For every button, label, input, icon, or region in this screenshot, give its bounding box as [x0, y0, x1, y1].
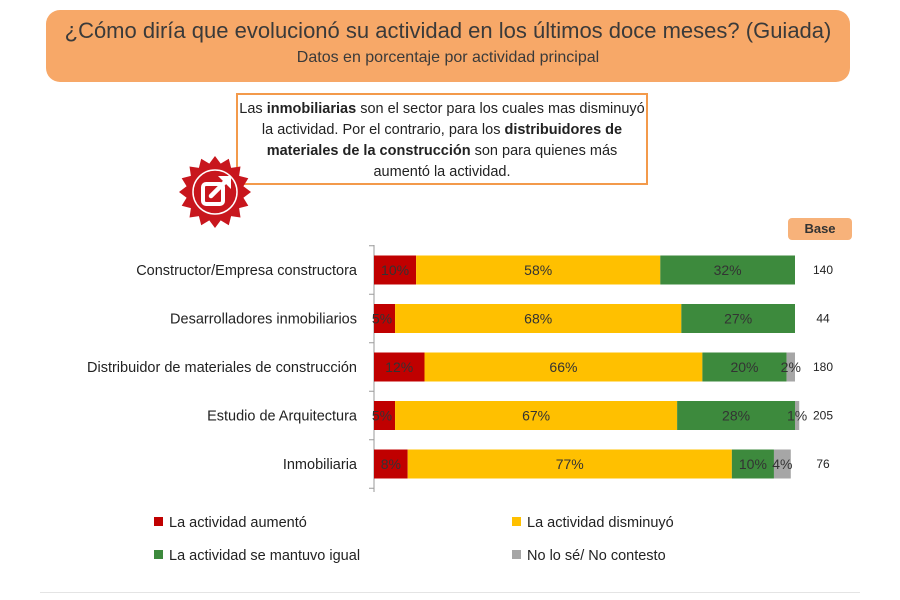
legend-swatch	[512, 550, 521, 559]
data-label: 4%	[772, 456, 792, 472]
callout-text-2: son el sector para los cuales mas dismin…	[261, 101, 645, 138]
data-label: 32%	[714, 262, 742, 278]
data-label: 10%	[739, 456, 767, 472]
bar-segment	[702, 352, 787, 382]
legend-item-igual: La actividad se mantuvo igual	[154, 548, 360, 564]
legend-label: La actividad aumentó	[169, 515, 307, 531]
insight-callout: Las inmobiliarias son el sector para los…	[236, 93, 648, 185]
bar-segment	[795, 401, 800, 430]
bar-segment	[407, 449, 732, 479]
legend-label: No lo sé/ No contesto	[527, 548, 666, 564]
legend-swatch	[154, 550, 163, 559]
title-banner: ¿Cómo diría que evolucionó su actividad …	[46, 10, 850, 82]
stacked-bar-chart: Constructor/Empresa constructora 10% 58% 32…	[87, 245, 833, 492]
chart-title: ¿Cómo diría que evolucionó su actividad …	[64, 18, 832, 43]
data-label: 12%	[385, 359, 413, 375]
bar-segment	[395, 401, 678, 430]
bar-segment	[424, 352, 703, 382]
legend-label: La actividad se mantuvo igual	[169, 548, 361, 564]
legend-label: La actividad disminuyó	[527, 515, 674, 531]
callout-text-1: Las	[239, 101, 267, 117]
legend-item-aumento: La actividad aumentó	[154, 515, 307, 531]
bar-segment	[374, 304, 396, 333]
data-label: 68%	[524, 311, 552, 327]
data-label: 20%	[730, 359, 758, 375]
data-label: 27%	[724, 311, 752, 327]
bar-segment	[731, 449, 774, 479]
data-label: 5%	[372, 408, 392, 424]
bar-segment	[374, 401, 396, 430]
category-label: Distribuidor de materiales de construcci…	[87, 360, 357, 376]
data-label: 5%	[372, 311, 392, 327]
bar-segment	[395, 304, 682, 333]
bar-segment	[681, 304, 795, 333]
bar-segment	[660, 255, 795, 285]
bar-segment	[677, 401, 795, 430]
data-label: 66%	[549, 359, 577, 375]
data-label: 77%	[556, 456, 584, 472]
callout-bold-1: inmobiliarias	[266, 101, 357, 117]
chart-subtitle: Datos en porcentaje por actividad princi…	[296, 49, 600, 66]
callout-bold-2: distribuidores de materiales de la const…	[266, 122, 623, 159]
bar-segment	[374, 449, 408, 479]
category-label: Desarrolladores inmobiliarios	[170, 312, 357, 328]
bar-segment	[786, 352, 795, 382]
base-value: 205	[813, 409, 833, 423]
data-label: 28%	[722, 408, 750, 424]
base-value: 140	[813, 263, 833, 277]
category-label: Estudio de Arquitectura	[207, 409, 358, 425]
callout-text-3: son para quienes más aumentó la activida…	[373, 143, 618, 180]
data-label: 2%	[781, 359, 801, 375]
data-label: 10%	[381, 262, 409, 278]
footer-divider	[40, 592, 860, 593]
base-label: Base	[788, 218, 852, 240]
category-label: Inmobiliaria	[283, 457, 358, 473]
data-label: 58%	[524, 262, 552, 278]
base-value: 44	[816, 312, 830, 326]
base-value: 180	[813, 360, 833, 374]
bar-segment	[374, 255, 417, 285]
legend-item-disminuyo: La actividad disminuyó	[512, 515, 674, 531]
data-label: 67%	[522, 408, 550, 424]
category-label: Constructor/Empresa constructora	[136, 263, 358, 279]
bar-segment	[374, 352, 425, 382]
legend-swatch	[154, 517, 163, 526]
base-value: 76	[816, 457, 830, 471]
legend-item-ns: No lo sé/ No contesto	[512, 548, 666, 564]
bar-segment	[416, 255, 661, 285]
data-label: 1%	[787, 408, 807, 424]
data-label: 8%	[381, 456, 401, 472]
external-link-icon[interactable]	[178, 155, 252, 229]
legend-swatch	[512, 517, 521, 526]
bar-segment	[773, 449, 791, 479]
